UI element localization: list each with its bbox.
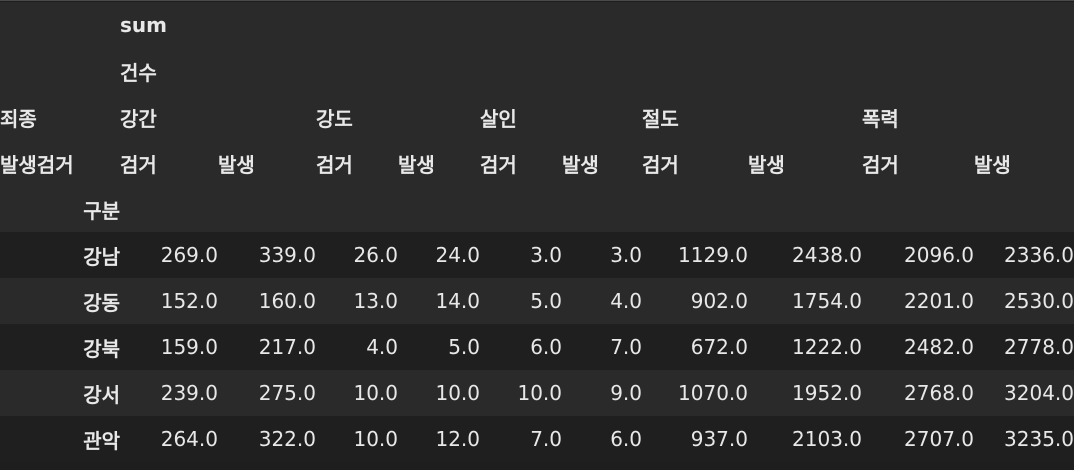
header-row-crime: 죄종 강간 강도 살인 절도 폭력 (0, 94, 1074, 140)
table-cell: 1222.0 (792, 335, 862, 359)
column-header-status: 검거 (862, 152, 899, 177)
table-cell: 6.0 (610, 427, 642, 451)
table-cell: 12.0 (435, 427, 480, 451)
table-cell: 275.0 (258, 381, 316, 405)
table-cell: 1070.0 (678, 381, 748, 405)
column-header-status: 검거 (480, 152, 517, 177)
table-cell: 902.0 (690, 289, 748, 313)
table-cell: 1754.0 (792, 289, 862, 313)
column-header-crime: 폭력 (862, 106, 899, 131)
table-row: 강남 269.0 339.0 26.0 24.0 3.0 3.0 1129.0 … (0, 232, 1074, 278)
table-cell: 3.0 (610, 243, 642, 267)
column-header-crime: 절도 (642, 106, 679, 131)
column-header-status: 발생 (748, 152, 785, 177)
table-cell: 10.0 (353, 381, 398, 405)
table-cell: 7.0 (530, 427, 562, 451)
table-cell: 1952.0 (792, 381, 862, 405)
table-cell: 10.0 (435, 381, 480, 405)
column-header-crime: 강간 (120, 106, 157, 131)
table-cell: 339.0 (258, 243, 316, 267)
header-corner (0, 2, 120, 48)
table-cell: 2438.0 (792, 243, 862, 267)
table-cell: 2707.0 (904, 427, 974, 451)
table-cell: 14.0 (435, 289, 480, 313)
row-index-label: 강남 (83, 244, 120, 269)
column-header-status: 발생 (218, 152, 255, 177)
row-index-label: 강북 (83, 336, 120, 361)
table-cell: 3235.0 (1004, 427, 1074, 451)
column-header-status: 검거 (120, 152, 157, 177)
table-cell: 937.0 (690, 427, 748, 451)
header-level0-label: sum (120, 13, 167, 37)
header-row-status: 발생검거 검거 발생 검거 발생 검거 발생 검거 발생 검거 발생 (0, 140, 1074, 186)
table-cell: 217.0 (258, 335, 316, 359)
table-cell: 5.0 (448, 335, 480, 359)
table-cell: 4.0 (366, 335, 398, 359)
table-cell: 3.0 (530, 243, 562, 267)
table-cell: 7.0 (610, 335, 642, 359)
table-cell: 160.0 (258, 289, 316, 313)
table-cell: 10.0 (353, 427, 398, 451)
dataframe-table: sum 건수 죄종 강간 강도 살인 절도 폭력 발생검거 검거 발생 검거 발… (0, 2, 1074, 462)
table-row: 강북 159.0 217.0 4.0 5.0 6.0 7.0 672.0 122… (0, 324, 1074, 370)
table-cell: 3204.0 (1004, 381, 1074, 405)
table-cell: 13.0 (353, 289, 398, 313)
column-header-crime: 살인 (480, 106, 517, 131)
column-header-status: 검거 (642, 152, 679, 177)
row-index-label: 강동 (83, 290, 120, 315)
table-cell: 159.0 (160, 335, 218, 359)
table-cell: 10.0 (517, 381, 562, 405)
table-cell: 24.0 (435, 243, 480, 267)
header-row-level1: 건수 (0, 48, 1074, 94)
row-index-label: 강서 (83, 382, 120, 407)
column-header-status: 발생 (562, 152, 599, 177)
header-row-index-name: 구분 (0, 186, 1074, 232)
column-level-name-status: 발생검거 (0, 152, 74, 177)
index-name-label: 구분 (83, 198, 120, 223)
column-header-status: 검거 (316, 152, 353, 177)
table-cell: 2530.0 (1004, 289, 1074, 313)
table-cell: 2482.0 (904, 335, 974, 359)
column-header-status: 발생 (974, 152, 1011, 177)
column-header-status: 발생 (398, 152, 435, 177)
table-cell: 1129.0 (678, 243, 748, 267)
table-cell: 239.0 (160, 381, 218, 405)
table-cell: 2096.0 (904, 243, 974, 267)
table-row: 강동 152.0 160.0 13.0 14.0 5.0 4.0 902.0 1… (0, 278, 1074, 324)
table-cell: 26.0 (353, 243, 398, 267)
table-row: 강서 239.0 275.0 10.0 10.0 10.0 9.0 1070.0… (0, 370, 1074, 416)
table-cell: 2778.0 (1004, 335, 1074, 359)
table-cell: 4.0 (610, 289, 642, 313)
table-cell: 9.0 (610, 381, 642, 405)
column-header-crime: 강도 (316, 106, 353, 131)
table-cell: 5.0 (530, 289, 562, 313)
table-cell: 672.0 (690, 335, 748, 359)
table-cell: 269.0 (160, 243, 218, 267)
table-cell: 152.0 (160, 289, 218, 313)
table-cell: 2336.0 (1004, 243, 1074, 267)
table-cell: 322.0 (258, 427, 316, 451)
table-cell: 2103.0 (792, 427, 862, 451)
table-row: 관악 264.0 322.0 10.0 12.0 7.0 6.0 937.0 2… (0, 416, 1074, 462)
table-cell: 6.0 (530, 335, 562, 359)
row-index-label: 관악 (83, 428, 120, 453)
column-level-name-crime: 죄종 (0, 106, 37, 131)
table-cell: 2201.0 (904, 289, 974, 313)
header-row-level0: sum (0, 2, 1074, 48)
table-cell: 2768.0 (904, 381, 974, 405)
table-cell: 264.0 (160, 427, 218, 451)
header-level1-label: 건수 (120, 60, 157, 85)
